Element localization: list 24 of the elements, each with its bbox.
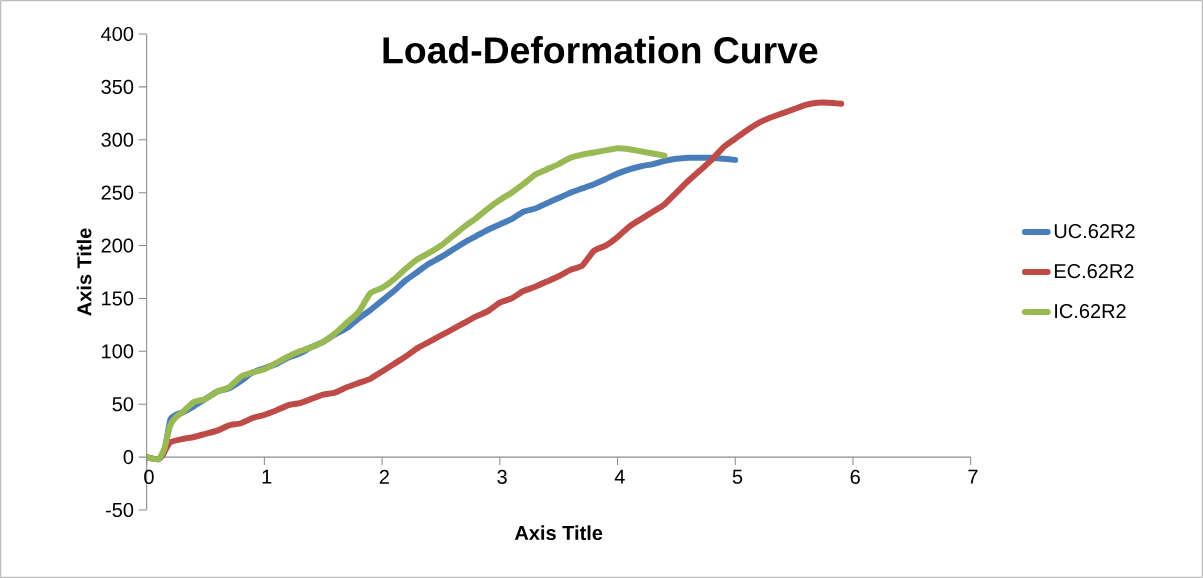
y-tick-label: 250 [101, 185, 134, 200]
x-tick-label: 3 [497, 469, 507, 484]
legend-label: EC.62R2 [1054, 264, 1134, 279]
y-tick-label: 50 [112, 397, 134, 412]
y-tick-label: 200 [101, 238, 134, 253]
x-tick-label: 0 [144, 469, 154, 484]
legend-label: UC.62R2 [1054, 224, 1135, 239]
x-tick-label: 2 [379, 469, 389, 484]
y-tick-label: 400 [101, 26, 134, 42]
x-tick-label: 7 [968, 469, 978, 484]
y-tick-label: 350 [101, 79, 134, 94]
x-tick-label: 5 [732, 469, 743, 484]
x-tick-label: 1 [262, 469, 272, 484]
x-axis-title: Axis Title [514, 525, 603, 541]
y-tick-label: 100 [102, 344, 134, 359]
x-tick-label: 6 [850, 469, 860, 484]
y-tick-label: 150 [102, 291, 134, 306]
chart-title: Load-Deformation Curve [383, 36, 818, 64]
legend-label: IC.62R2 [1055, 303, 1126, 319]
x-tick-label: 4 [614, 469, 625, 484]
y-tick-label: 300 [101, 132, 134, 147]
y-axis-title: Axis Title [76, 228, 92, 316]
y-tick-label: 0 [123, 450, 134, 465]
y-tick-label: -50 [105, 502, 134, 518]
